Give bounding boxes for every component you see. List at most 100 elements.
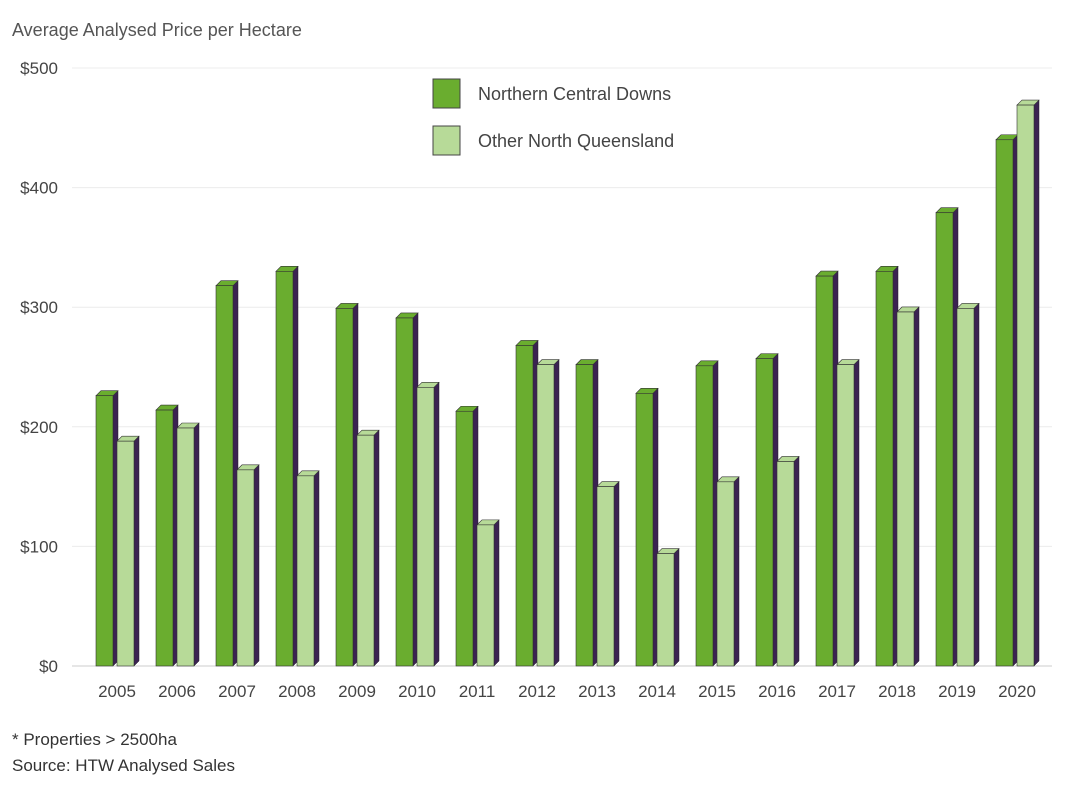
y-tick-label: $100 [20, 537, 58, 556]
bar-northern-central-downs [275, 265, 299, 667]
bar-side [613, 480, 620, 667]
bar-northern-central-downs [455, 405, 479, 667]
bar-other-north-queensland [236, 464, 260, 667]
bar-side [553, 359, 560, 667]
bar-side [253, 464, 260, 667]
bar-front [215, 285, 234, 667]
x-tick-label: 2019 [938, 682, 976, 701]
bar-northern-central-downs [395, 312, 419, 667]
bar-side [373, 429, 380, 667]
bar-northern-central-downs [755, 353, 779, 667]
bar-northern-central-downs [155, 404, 179, 667]
x-tick-label: 2005 [98, 682, 136, 701]
bar-front [656, 553, 675, 667]
legend-item: Northern Central Downs [432, 78, 671, 109]
legend-item: Other North Queensland [432, 125, 674, 156]
bar-other-north-queensland [176, 422, 200, 667]
bar-northern-central-downs [95, 390, 119, 667]
x-tick-label: 2007 [218, 682, 256, 701]
x-tick-label: 2008 [278, 682, 316, 701]
bar-front [935, 212, 954, 667]
bar-front [635, 393, 654, 667]
bar-side [853, 359, 860, 667]
bar-front [1016, 104, 1035, 667]
x-tick-label: 2018 [878, 682, 916, 701]
x-tick-label: 2010 [398, 682, 436, 701]
bar-front [755, 358, 774, 667]
y-tick-label: $400 [20, 179, 58, 198]
bar-northern-central-downs [695, 360, 719, 667]
bar-front [575, 364, 594, 667]
bar-other-north-queensland [956, 302, 980, 667]
bar-front [716, 481, 735, 667]
bar-other-north-queensland [896, 306, 920, 667]
bar-side [313, 470, 320, 667]
bar-northern-central-downs [335, 302, 359, 667]
bar-side [133, 435, 140, 667]
bar-other-north-queensland [416, 381, 440, 667]
bar-front [695, 365, 714, 667]
bar-side [913, 306, 920, 667]
x-tick-label: 2006 [158, 682, 196, 701]
bar-front [116, 440, 135, 667]
x-tick-label: 2020 [998, 682, 1036, 701]
bar-other-north-queensland [1016, 99, 1040, 667]
bar-other-north-queensland [656, 547, 680, 667]
bar-side [793, 455, 800, 667]
x-tick-label: 2017 [818, 682, 856, 701]
x-axis-ticks: 2005 2006 2007 2008 2009 2010 2011 2012 2013 2014… [98, 682, 1036, 701]
bar-front [476, 524, 495, 667]
x-tick-label: 2009 [338, 682, 376, 701]
bar-other-north-queensland [596, 480, 620, 667]
bar-front [236, 469, 255, 667]
bar-front [95, 395, 114, 667]
bar-side [193, 422, 200, 667]
bar-other-north-queensland [776, 455, 800, 667]
bar-side [673, 547, 680, 667]
legend-label: Northern Central Downs [478, 84, 671, 104]
y-tick-label: $0 [39, 657, 58, 676]
x-tick-label: 2015 [698, 682, 736, 701]
bar-front [176, 427, 195, 667]
bar-other-north-queensland [296, 470, 320, 667]
legend-label: Other North Queensland [478, 131, 674, 151]
bars [95, 99, 1040, 667]
bar-front [416, 387, 435, 667]
bar-side [433, 381, 440, 667]
bar-other-north-queensland [536, 359, 560, 667]
bar-northern-central-downs [575, 359, 599, 667]
bar-other-north-queensland [716, 476, 740, 667]
y-tick-label: $200 [20, 418, 58, 437]
chart-title: Average Analysed Price per Hectare [12, 20, 302, 40]
bar-northern-central-downs [515, 339, 539, 667]
bar-front [995, 139, 1014, 667]
bar-other-north-queensland [116, 435, 140, 667]
bar-side [1033, 99, 1040, 667]
bar-northern-central-downs [635, 387, 659, 667]
bar-front [155, 409, 174, 667]
y-tick-label: $300 [20, 298, 58, 317]
bar-front [896, 311, 915, 667]
x-tick-label: 2013 [578, 682, 616, 701]
legend: Northern Central Downs Other North Queens… [432, 78, 674, 156]
footnote-source: Source: HTW Analysed Sales [12, 756, 235, 775]
bar-front [536, 364, 555, 667]
bar-side [973, 302, 980, 667]
bar-northern-central-downs [875, 265, 899, 667]
bar-front [815, 275, 834, 667]
bar-front [395, 317, 414, 667]
x-tick-label: 2011 [459, 682, 496, 701]
bar-front [455, 410, 474, 667]
bar-front [356, 434, 375, 667]
bar-northern-central-downs [215, 280, 239, 667]
x-tick-label: 2016 [758, 682, 796, 701]
bar-side [493, 519, 500, 667]
bar-front [596, 486, 615, 667]
bar-front [956, 308, 975, 667]
bar-front [335, 308, 354, 667]
bar-other-north-queensland [356, 429, 380, 667]
x-tick-label: 2014 [638, 682, 676, 701]
bar-chart: $0$100$200$300$400$500 2005 2006 2007 2008 2… [20, 59, 1052, 701]
y-axis-ticks: $0 $100 $200 $300 $400 $500 [20, 59, 58, 676]
bar-front [875, 271, 894, 667]
